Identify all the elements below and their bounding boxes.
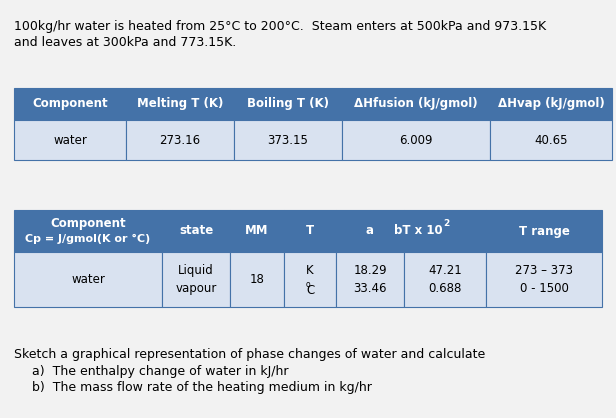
Text: Liquid: Liquid	[178, 264, 214, 277]
Text: 18.29: 18.29	[353, 264, 387, 277]
Text: K: K	[306, 264, 314, 277]
Text: bT x 10: bT x 10	[394, 224, 443, 237]
Text: state: state	[179, 224, 213, 237]
Bar	[490, 88, 612, 120]
Text: a: a	[366, 224, 374, 237]
Bar	[234, 88, 342, 120]
Text: a)  The enthalpy change of water in kJ/hr: a) The enthalpy change of water in kJ/hr	[32, 365, 288, 378]
Text: 273 – 373: 273 – 373	[515, 264, 573, 277]
Text: 373.15: 373.15	[267, 133, 309, 146]
Text: T range: T range	[519, 224, 569, 237]
Text: o: o	[306, 280, 310, 289]
Text: MM: MM	[245, 224, 269, 237]
Bar	[14, 252, 162, 307]
Bar	[404, 252, 486, 307]
Bar	[230, 252, 284, 307]
Bar	[162, 252, 230, 307]
Text: Boiling T (K): Boiling T (K)	[247, 97, 329, 110]
Text: 40.65: 40.65	[534, 133, 568, 146]
Text: Sketch a graphical representation of phase changes of water and calculate: Sketch a graphical representation of pha…	[14, 348, 485, 361]
Text: vapour: vapour	[176, 282, 217, 295]
Text: 0 - 1500: 0 - 1500	[519, 282, 569, 295]
Text: 18: 18	[249, 273, 264, 286]
Text: water: water	[71, 273, 105, 286]
Bar	[14, 210, 162, 252]
Text: 33.46: 33.46	[353, 282, 387, 295]
Bar	[404, 210, 486, 252]
Text: C: C	[306, 284, 314, 297]
Bar	[342, 88, 490, 120]
Bar	[162, 210, 230, 252]
Bar	[126, 88, 234, 120]
Text: ΔHvap (kJ/gmol): ΔHvap (kJ/gmol)	[498, 97, 604, 110]
Bar	[342, 120, 490, 160]
Bar	[284, 210, 336, 252]
Bar	[14, 88, 126, 120]
Text: and leaves at 300kPa and 773.15K.: and leaves at 300kPa and 773.15K.	[14, 36, 237, 49]
Text: Melting T (K): Melting T (K)	[137, 97, 223, 110]
Text: Component: Component	[32, 97, 108, 110]
Bar	[486, 210, 602, 252]
Text: 2: 2	[443, 219, 449, 229]
Text: Component: Component	[50, 217, 126, 229]
Bar	[486, 252, 602, 307]
Text: Cp = J/gmol(K or °C): Cp = J/gmol(K or °C)	[25, 234, 151, 244]
Text: 100kg/hr water is heated from 25°C to 200°C.  Steam enters at 500kPa and 973.15K: 100kg/hr water is heated from 25°C to 20…	[14, 20, 546, 33]
Text: 6.009: 6.009	[399, 133, 433, 146]
Text: 0.688: 0.688	[428, 282, 461, 295]
Text: 273.16: 273.16	[160, 133, 201, 146]
Text: b)  The mass flow rate of the heating medium in kg/hr: b) The mass flow rate of the heating med…	[32, 381, 372, 394]
Text: ΔHfusion (kJ/gmol): ΔHfusion (kJ/gmol)	[354, 97, 478, 110]
Bar	[284, 252, 336, 307]
Text: T: T	[306, 224, 314, 237]
Bar	[14, 120, 126, 160]
Bar	[234, 120, 342, 160]
Text: water: water	[53, 133, 87, 146]
Bar	[490, 120, 612, 160]
Bar	[126, 120, 234, 160]
Text: 47.21: 47.21	[428, 264, 462, 277]
Bar	[336, 210, 404, 252]
Bar	[336, 252, 404, 307]
Bar	[230, 210, 284, 252]
